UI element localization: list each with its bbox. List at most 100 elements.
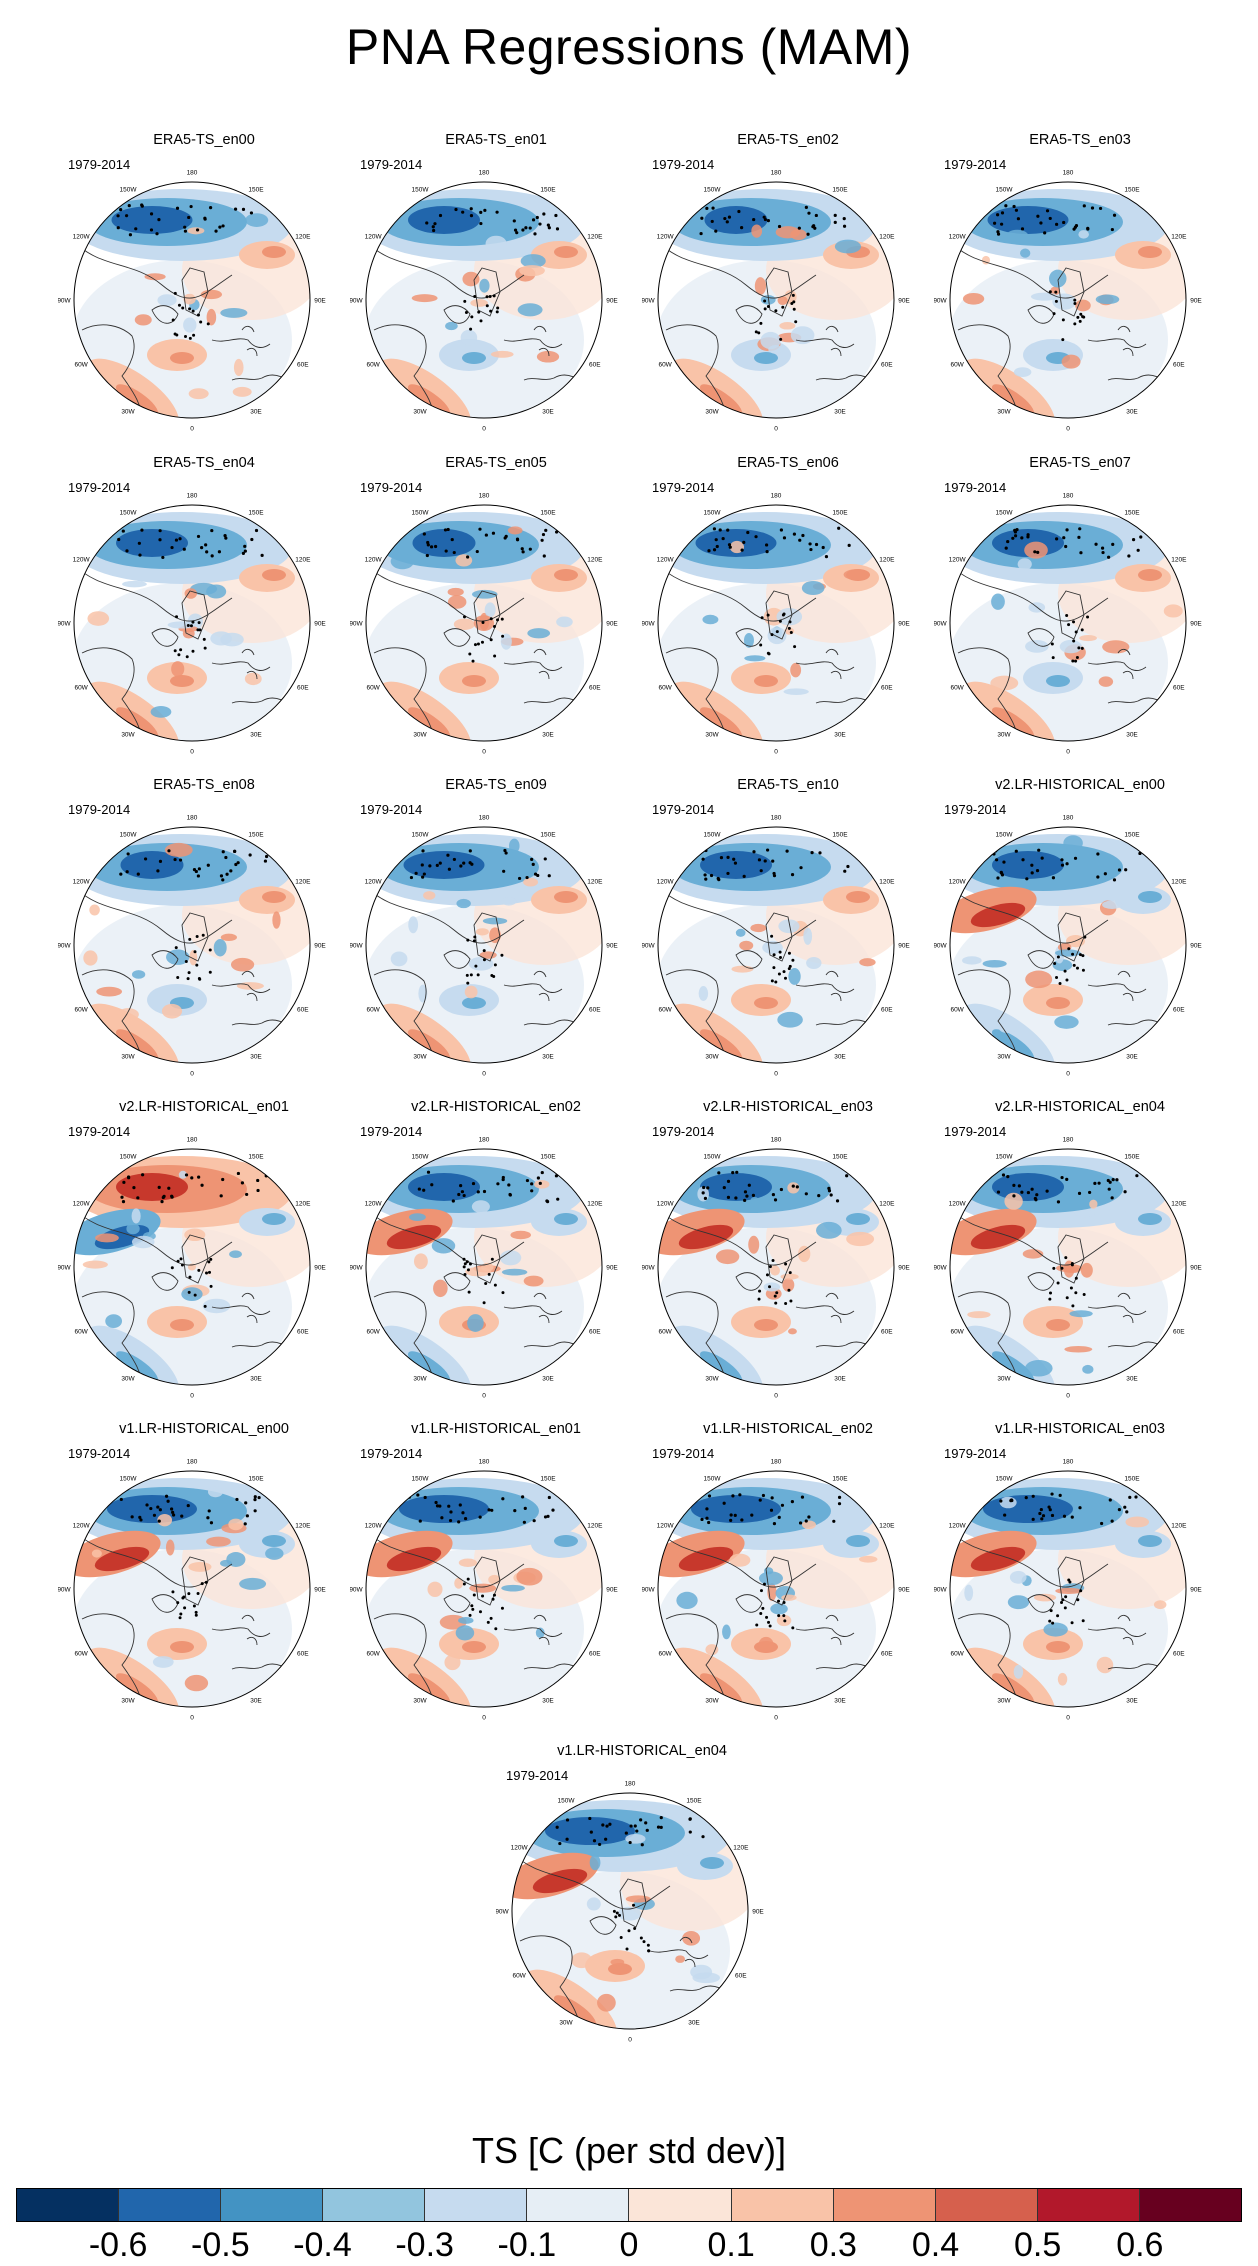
longitude-label: 60W — [366, 685, 380, 692]
longitude-label: 120E — [879, 557, 895, 564]
figure-title: PNA Regressions (MAM) — [345, 19, 913, 75]
longitude-label: 0 — [190, 1393, 194, 1400]
map-panel: ERA5-TS_en02 1979-2014 180 150E 120E 90E 60E 30… — [642, 132, 934, 432]
longitude-label: 60W — [366, 362, 380, 369]
longitude-label: 30W — [121, 1697, 135, 1704]
longitude-label: 60E — [1173, 685, 1185, 692]
longitude-label: 120E — [1171, 1523, 1187, 1530]
longitude-label: 60E — [881, 1651, 893, 1658]
longitude-label: 30E — [542, 1053, 554, 1060]
longitude-label: 90W — [58, 1265, 72, 1272]
longitude-label: 90W — [934, 1587, 948, 1594]
longitude-label: 90W — [58, 943, 72, 950]
map-panel: ERA5-TS_en08 1979-2014 180 150E 120E 90E 60E 30… — [58, 777, 350, 1077]
longitude-label: 90W — [642, 1265, 656, 1272]
longitude-label: 90E — [314, 621, 326, 628]
panel-period: 1979-2014 — [652, 480, 715, 495]
longitude-label: 90W — [58, 1587, 72, 1594]
polar-map: 180 150E 120E 90E 60E 30E 0 30W 60W 90W 120W 150W — [58, 170, 326, 433]
longitude-label: 60W — [366, 1651, 380, 1658]
map-panel: v1.LR-HISTORICAL_en02 1979-2014 180 150E 120… — [642, 1421, 934, 1721]
panel-title: v2.LR-HISTORICAL_en00 — [995, 777, 1165, 793]
colorbar-label: -0.1 — [497, 2226, 557, 2264]
longitude-label: 30E — [834, 1375, 846, 1382]
longitude-label: 120E — [587, 1523, 603, 1530]
longitude-label: 30W — [705, 1375, 719, 1382]
longitude-label: 180 — [187, 1459, 198, 1466]
longitude-label: 90E — [606, 1265, 618, 1272]
panel-period: 1979-2014 — [68, 802, 131, 817]
longitude-label: 120W — [657, 557, 675, 564]
longitude-label: 0 — [482, 1393, 486, 1400]
panel-title: v1.LR-HISTORICAL_en02 — [703, 1421, 873, 1437]
longitude-label: 30E — [834, 408, 846, 415]
panel-title: ERA5-TS_en07 — [1029, 455, 1131, 471]
longitude-label: 0 — [1066, 426, 1070, 433]
longitude-label: 120E — [1171, 557, 1187, 564]
panel-period: 1979-2014 — [652, 1446, 715, 1461]
longitude-label: 150E — [1124, 832, 1140, 839]
longitude-label: 60W — [950, 685, 964, 692]
longitude-label: 120W — [365, 234, 383, 241]
longitude-label: 90W — [642, 1587, 656, 1594]
longitude-label: 30E — [1126, 1375, 1138, 1382]
longitude-label: 120E — [1171, 879, 1187, 886]
longitude-label: 0 — [1066, 1393, 1070, 1400]
colorbar-segment — [323, 2189, 426, 2221]
longitude-label: 90W — [350, 298, 364, 305]
longitude-label: 150W — [704, 510, 722, 517]
longitude-label: 0 — [482, 749, 486, 756]
longitude-label: 60E — [589, 362, 601, 369]
longitude-label: 30W — [705, 1053, 719, 1060]
longitude-label: 120W — [949, 234, 967, 241]
longitude-label: 60E — [735, 1973, 747, 1980]
longitude-label: 90E — [314, 298, 326, 305]
longitude-label: 30W — [705, 1697, 719, 1704]
colorbar-label: -0.4 — [293, 2226, 352, 2264]
longitude-label: 60E — [589, 1007, 601, 1014]
longitude-label: 30W — [997, 408, 1011, 415]
panel-period: 1979-2014 — [360, 1446, 423, 1461]
longitude-label: 0 — [774, 1071, 778, 1078]
longitude-label: 90W — [58, 621, 72, 628]
longitude-label: 150E — [540, 832, 556, 839]
longitude-label: 90E — [898, 1265, 910, 1272]
panel-period: 1979-2014 — [944, 802, 1007, 817]
longitude-label: 180 — [625, 1781, 636, 1788]
longitude-label: 150E — [248, 510, 264, 517]
longitude-label: 90W — [496, 1909, 510, 1916]
panel-period: 1979-2014 — [68, 157, 131, 172]
panel-period: 1979-2014 — [652, 1124, 715, 1139]
panel-period: 1979-2014 — [360, 157, 423, 172]
map-panel: ERA5-TS_en07 1979-2014 180 150E 120E 90E 60E 30… — [934, 455, 1226, 755]
polar-map: 180 150E 120E 90E 60E 30E 0 30W 60W 90W 120W 150W — [350, 1459, 618, 1722]
longitude-label: 120E — [587, 234, 603, 241]
longitude-label: 90W — [934, 298, 948, 305]
longitude-label: 30W — [121, 408, 135, 415]
map-panel: ERA5-TS_en01 1979-2014 180 150E 120E 90E 60E 30… — [350, 132, 642, 432]
colorbar-title: TS [C (per std dev)] — [471, 2130, 787, 2171]
longitude-label: 0 — [482, 426, 486, 433]
longitude-label: 0 — [482, 1715, 486, 1722]
polar-map: 180 150E 120E 90E 60E 30E 0 30W 60W 90W 120W 150W — [934, 815, 1202, 1078]
longitude-label: 180 — [1063, 170, 1074, 177]
polar-map: 180 150E 120E 90E 60E 30E 0 30W 60W 90W 120W 150W — [58, 815, 326, 1078]
longitude-label: 60W — [74, 1007, 88, 1014]
longitude-label: 180 — [1063, 493, 1074, 500]
longitude-label: 30E — [834, 1697, 846, 1704]
longitude-label: 90W — [350, 1265, 364, 1272]
panel-period: 1979-2014 — [68, 1124, 131, 1139]
longitude-label: 30W — [121, 1375, 135, 1382]
longitude-label: 90E — [1190, 943, 1202, 950]
polar-map: 180 150E 120E 90E 60E 30E 0 30W 60W 90W 120W 150W — [934, 1137, 1202, 1400]
polar-map: 180 150E 120E 90E 60E 30E 0 30W 60W 90W 120W 150W — [642, 493, 910, 756]
longitude-label: 180 — [771, 1459, 782, 1466]
longitude-label: 150E — [540, 510, 556, 517]
longitude-label: 90E — [606, 621, 618, 628]
longitude-label: 150E — [832, 510, 848, 517]
longitude-label: 180 — [479, 815, 490, 822]
longitude-label: 60E — [297, 362, 309, 369]
longitude-label: 150W — [412, 1154, 430, 1161]
longitude-label: 30W — [121, 1053, 135, 1060]
longitude-label: 150W — [704, 1476, 722, 1483]
